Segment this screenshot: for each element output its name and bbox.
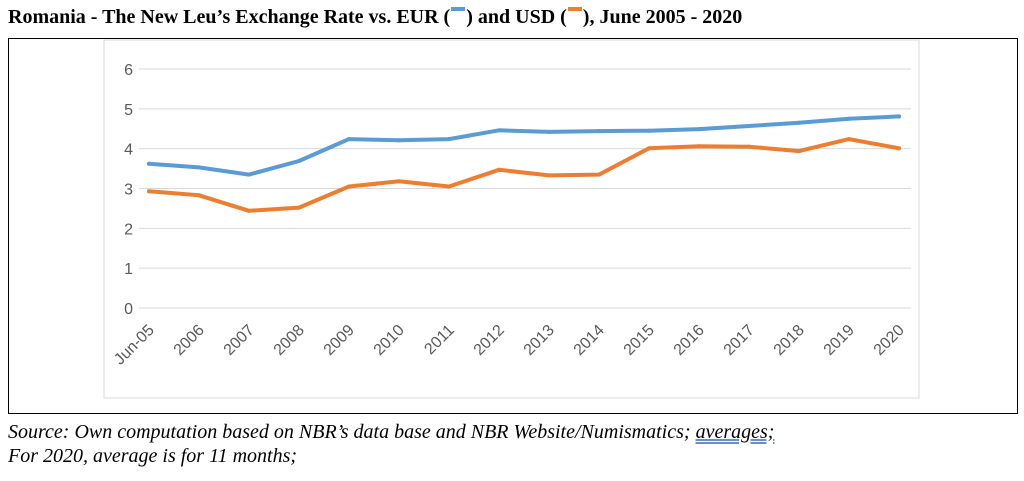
usd-data-point — [747, 144, 751, 149]
usd-data-point — [897, 146, 901, 151]
y-tick-label: 1 — [124, 261, 133, 278]
eur-data-point — [897, 114, 901, 119]
usd-data-point — [147, 189, 151, 194]
y-tick-label: 5 — [124, 102, 133, 119]
source-averages: averages; — [695, 421, 775, 443]
chart-title: Romania - The New Leu’s Exchange Rate vs… — [8, 4, 1018, 30]
eur-legend-swatch — [451, 7, 466, 11]
eur-data-point — [747, 123, 751, 128]
eur-data-point — [197, 165, 201, 170]
source-line-2: For 2020, average is for 11 months; — [8, 445, 298, 467]
chart-area — [103, 39, 920, 399]
chart-frame: 0 1 2 3 4 5 6 Jun-05 2006 2007 2008 2009 2010 2011 201… — [8, 38, 1018, 414]
usd-data-point — [797, 149, 801, 154]
eur-data-point — [147, 161, 151, 166]
eur-data-point — [797, 120, 801, 125]
y-tick-label: 2 — [124, 221, 133, 238]
usd-data-point — [247, 208, 251, 213]
usd-data-point — [197, 193, 201, 198]
eur-data-point — [347, 137, 351, 142]
eur-data-point — [497, 128, 501, 133]
usd-data-point — [847, 137, 851, 142]
eur-data-point — [647, 128, 651, 133]
eur-data-point — [697, 127, 701, 132]
usd-data-point — [597, 172, 601, 177]
usd-data-point — [497, 167, 501, 172]
usd-data-point — [447, 184, 451, 189]
title-text-eur: Romania - The New Leu’s Exchange Rate vs… — [8, 6, 451, 28]
y-tick-label: 6 — [124, 62, 133, 79]
usd-data-point — [697, 144, 701, 149]
source-text: Source: Own computation based on NBR’s d… — [8, 421, 696, 443]
eur-series-line — [147, 114, 901, 177]
usd-data-point — [297, 205, 301, 210]
eur-data-point — [397, 138, 401, 143]
source-line-1: Source: Own computation based on NBR’s d… — [8, 420, 1018, 444]
eur-data-point — [847, 116, 851, 121]
source-note: Source: Own computation based on NBR’s d… — [8, 420, 1018, 468]
y-tick-label: 3 — [124, 182, 133, 199]
usd-data-point — [547, 173, 551, 178]
eur-data-point — [247, 172, 251, 177]
usd-data-point — [647, 146, 651, 151]
eur-data-point — [547, 129, 551, 134]
usd-data-point — [397, 179, 401, 184]
y-tick-label: 0 — [124, 301, 133, 318]
usd-data-point — [347, 184, 351, 189]
usd-legend-swatch — [567, 7, 582, 11]
usd-series-line — [147, 137, 901, 213]
eur-data-point — [297, 159, 301, 164]
title-text-between: ) and USD ( — [466, 6, 567, 28]
eur-data-point — [597, 129, 601, 134]
y-tick-label: 4 — [124, 142, 133, 159]
title-text-after: ), June 2005 - 2020 — [582, 6, 743, 28]
eur-data-point — [447, 137, 451, 142]
